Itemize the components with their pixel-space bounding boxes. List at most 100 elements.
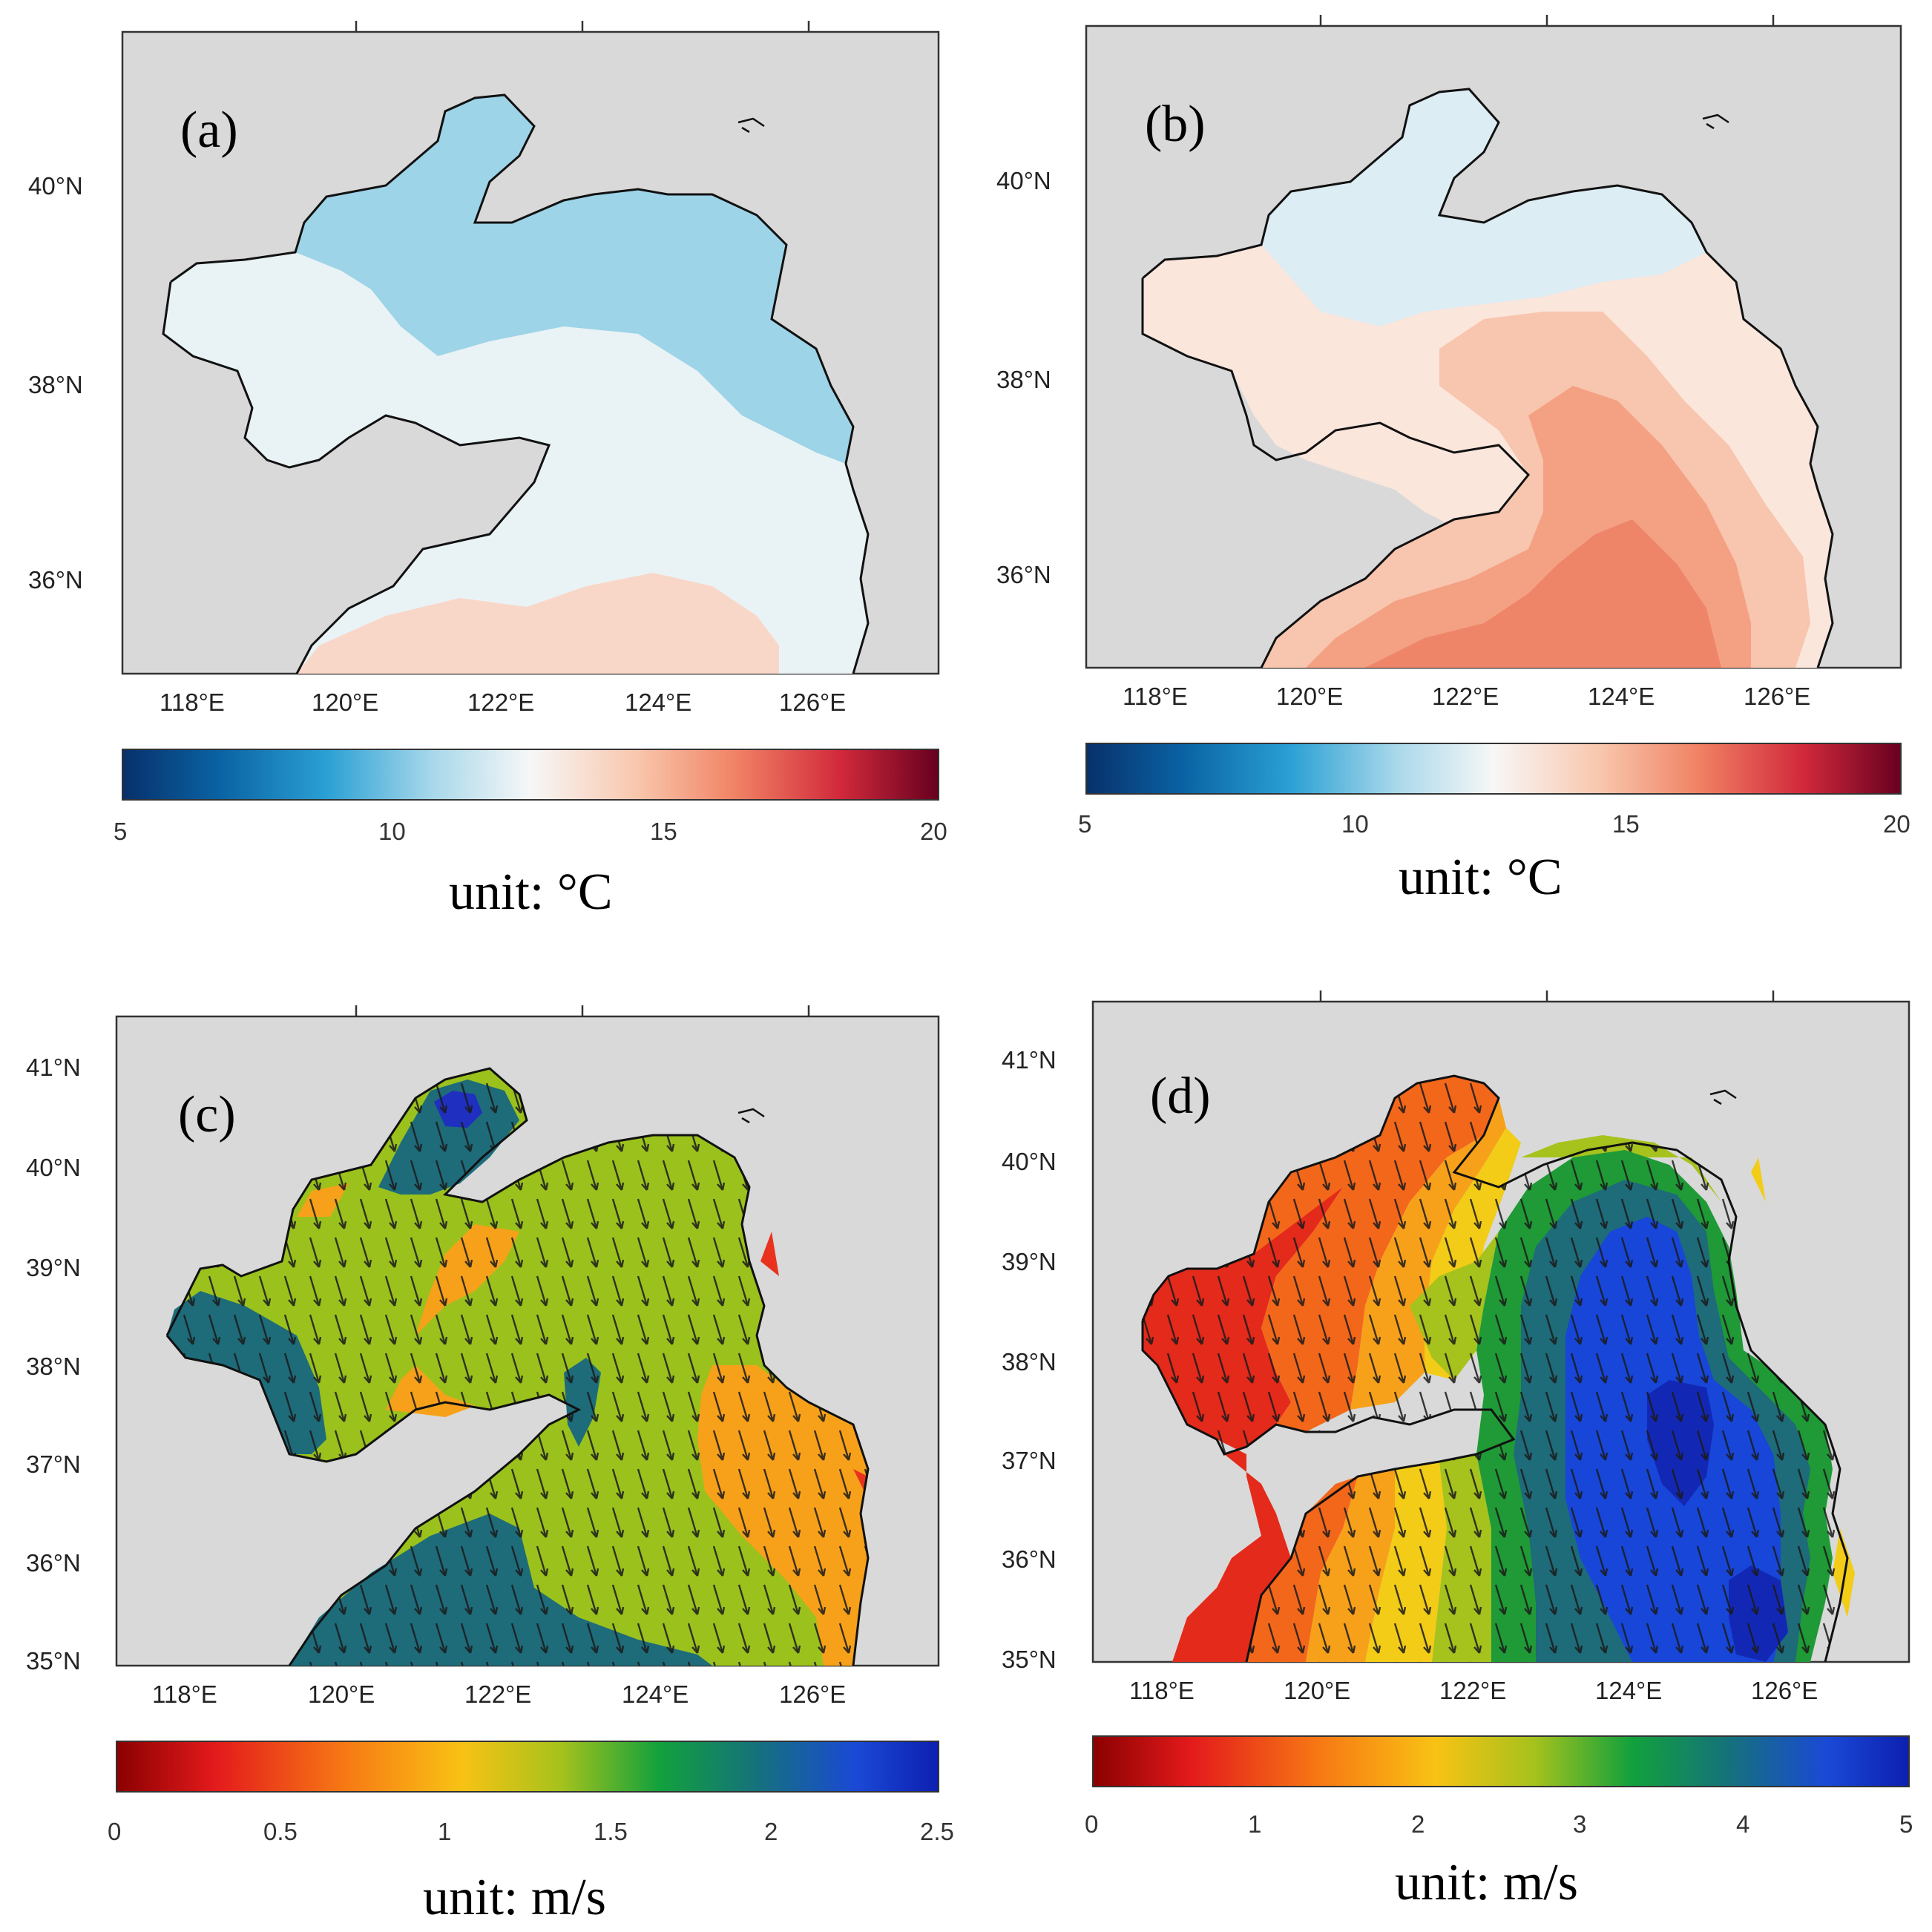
lat-tick: 38°N xyxy=(1002,1348,1057,1376)
panel-label: (a) xyxy=(180,102,238,159)
colorbar-tick: 4 xyxy=(1736,1810,1749,1838)
colorbar-tick: 5 xyxy=(1078,810,1091,838)
colorbar-tick: 3 xyxy=(1573,1810,1586,1838)
colorbar-tick: 1 xyxy=(1248,1810,1261,1838)
island-coast xyxy=(1702,114,1729,130)
sea-field-mid xyxy=(163,252,868,674)
colorbar-tick: 15 xyxy=(1612,810,1640,838)
wind-arrows xyxy=(1143,1076,1847,1662)
lat-tick: 37°N xyxy=(1002,1447,1057,1474)
colorbar-tick: 10 xyxy=(378,818,406,845)
lon-tick: 126°E xyxy=(779,689,846,716)
lon-tick: 120°E xyxy=(308,1680,375,1708)
lon-tick: 118°E xyxy=(1123,683,1188,710)
lat-tick: 40°N xyxy=(28,172,83,200)
lat-tick: 39°N xyxy=(26,1254,81,1281)
lat-tick: 41°N xyxy=(1002,1046,1057,1074)
colorbar-unit: unit: m/s xyxy=(1395,1854,1578,1911)
lat-tick: 38°N xyxy=(26,1353,81,1380)
colorbar-tick: 1 xyxy=(438,1818,451,1845)
panel-label: (d) xyxy=(1150,1068,1211,1125)
lat-ticks: 41°N 40°N 39°N 38°N 37°N 36°N 35°N xyxy=(26,1054,81,1675)
lat-tick: 36°N xyxy=(1002,1545,1057,1573)
panel-d: 118°E 120°E 122°E 124°E 126°E 41°N 40°N … xyxy=(1002,1000,1913,1911)
panel-a: 118°E 120°E 122°E 124°E 126°E 40°N 38°N … xyxy=(28,30,947,921)
lat-tick: 36°N xyxy=(28,566,83,594)
lon-tick: 126°E xyxy=(1744,683,1810,710)
lat-tick: 36°N xyxy=(996,561,1051,588)
coastline xyxy=(162,93,870,674)
lon-tick: 122°E xyxy=(1439,1677,1506,1704)
island-coast xyxy=(737,1108,765,1124)
lon-tick: 124°E xyxy=(622,1680,689,1708)
colorbar xyxy=(1092,1735,1910,1787)
lon-tick: 124°E xyxy=(1588,683,1655,710)
sea-field-pale-warm xyxy=(1143,245,1833,668)
coastline xyxy=(1141,1074,1849,1662)
lon-tick: 120°E xyxy=(1284,1677,1350,1704)
colorbar-tick: 0.5 xyxy=(263,1818,298,1845)
lon-tick: 122°E xyxy=(464,1680,531,1708)
sea-field-light-blue xyxy=(1261,89,1706,326)
lat-tick: 40°N xyxy=(996,167,1051,194)
lon-ticks: 118°E 120°E 122°E 124°E 126°E xyxy=(1123,683,1810,710)
coastline xyxy=(165,1067,870,1666)
lat-tick: 36°N xyxy=(26,1549,81,1577)
lon-ticks: 118°E 120°E 122°E 124°E 126°E xyxy=(1129,1677,1818,1704)
colorbar-unit: unit: °C xyxy=(1399,849,1563,906)
wind-arrows xyxy=(167,1068,868,1666)
lon-tick: 126°E xyxy=(1751,1677,1818,1704)
lon-tick: 120°E xyxy=(1276,683,1343,710)
lat-ticks: 41°N 40°N 39°N 38°N 37°N 36°N 35°N xyxy=(1002,1046,1057,1673)
lon-tick: 118°E xyxy=(1129,1677,1195,1704)
sea-field-deep-orange xyxy=(1365,519,1721,668)
colorbar xyxy=(116,1741,939,1793)
panel-b: 118°E 120°E 122°E 124°E 126°E 40°N 38°N … xyxy=(996,24,1910,906)
sea-field-warm xyxy=(297,573,779,674)
lat-ticks: 40°N 38°N 36°N xyxy=(28,172,83,594)
colorbar xyxy=(1085,743,1902,795)
lon-tick: 118°E xyxy=(160,689,225,716)
colorbar-tick: 15 xyxy=(650,818,677,845)
colorbar-tick: 20 xyxy=(920,818,947,845)
colorbar-unit: unit: m/s xyxy=(423,1869,606,1926)
lat-tick: 40°N xyxy=(26,1154,81,1181)
panel-c: 118°E 120°E 122°E 124°E 126°E 41°N 40°N … xyxy=(26,1015,954,1926)
colorbar-tick: 1.5 xyxy=(594,1818,628,1845)
lon-ticks: 118°E 120°E 122°E 124°E 126°E xyxy=(160,689,846,716)
lon-tick: 120°E xyxy=(312,689,378,716)
lon-tick: 122°E xyxy=(1432,683,1499,710)
colorbar-unit: unit: °C xyxy=(449,864,613,921)
lon-tick: 118°E xyxy=(152,1680,217,1708)
lat-tick: 39°N xyxy=(1002,1248,1057,1275)
colorbar-tick: 2 xyxy=(764,1818,778,1845)
colorbar xyxy=(122,749,939,801)
lat-tick: 41°N xyxy=(26,1054,81,1081)
lon-ticks: 118°E 120°E 122°E 124°E 126°E xyxy=(152,1680,846,1708)
colorbar-tick: 0 xyxy=(108,1818,121,1845)
colorbar-tick: 5 xyxy=(114,818,127,845)
lon-tick: 124°E xyxy=(625,689,691,716)
colorbar-tick: 2 xyxy=(1411,1810,1425,1838)
sea-field-cold xyxy=(295,95,853,464)
panel-label: (c) xyxy=(178,1086,236,1143)
coastline xyxy=(1141,88,1834,668)
panel-label: (b) xyxy=(1145,96,1206,153)
lat-tick: 35°N xyxy=(26,1647,81,1675)
lat-ticks: 40°N 38°N 36°N xyxy=(996,167,1051,588)
colorbar-tick: 20 xyxy=(1883,810,1910,838)
island-coast xyxy=(737,117,765,134)
island-coast xyxy=(1709,1089,1737,1105)
frame-tick-marks xyxy=(355,15,1775,1016)
colorbar-tick: 10 xyxy=(1341,810,1369,838)
lon-tick: 126°E xyxy=(779,1680,846,1708)
lon-tick: 124°E xyxy=(1595,1677,1662,1704)
lon-tick: 122°E xyxy=(467,689,534,716)
lat-tick: 40°N xyxy=(1002,1148,1057,1175)
lat-tick: 37°N xyxy=(26,1450,81,1478)
lat-tick: 35°N xyxy=(1002,1646,1057,1673)
sea-field-red-coast xyxy=(760,1232,868,1491)
lat-tick: 38°N xyxy=(28,371,83,398)
colorbar-tick: 2.5 xyxy=(920,1818,954,1845)
